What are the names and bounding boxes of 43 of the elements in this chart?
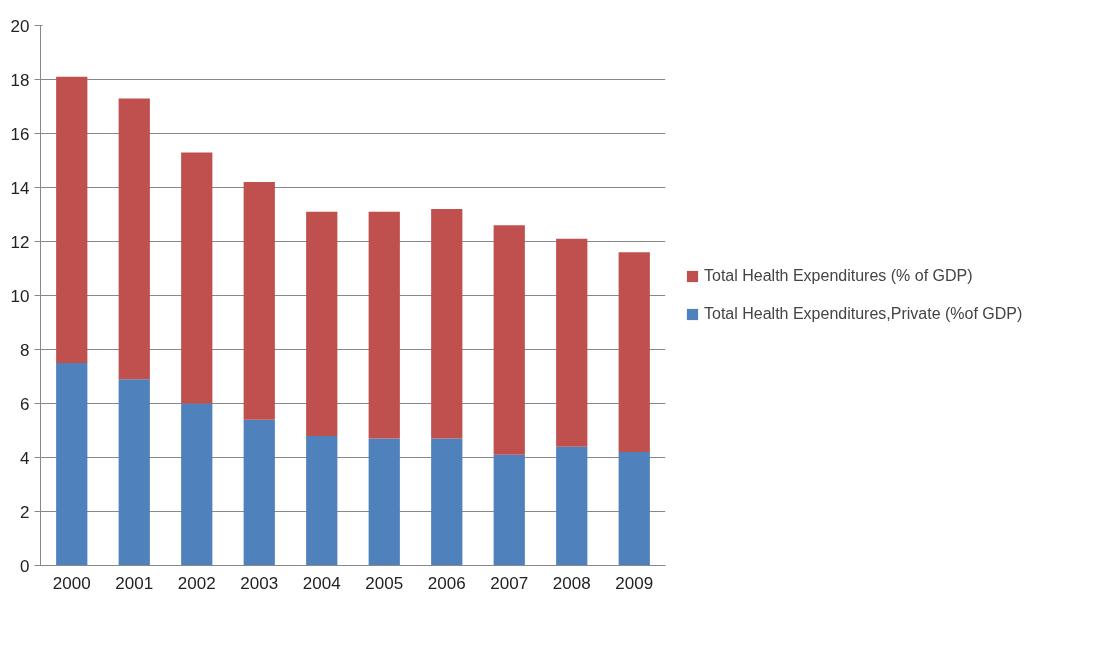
y-tick-label: 12 (10, 232, 30, 252)
bar (493, 454, 525, 566)
y-tick-label: 2 (20, 502, 30, 522)
bar (181, 403, 213, 566)
y-tick-label: 8 (20, 340, 30, 360)
y-tick-label: 14 (10, 178, 30, 198)
bar (118, 379, 150, 566)
x-tick-label: 2008 (552, 573, 591, 593)
bar (368, 211, 400, 439)
y-tick-label: 16 (10, 124, 30, 144)
bar (556, 238, 588, 447)
bar (431, 209, 463, 439)
legend-label: Total Health Expenditures,Private (%of GDP) (704, 305, 1023, 323)
y-tick-label: 20 (10, 16, 30, 36)
bar (56, 363, 88, 566)
y-tick-label: 4 (20, 448, 30, 468)
y-tick-label: 6 (20, 394, 30, 414)
bar (431, 438, 463, 566)
bar (368, 438, 400, 566)
bar (181, 152, 213, 404)
bar (118, 98, 150, 380)
y-tick-label: 0 (20, 556, 30, 576)
bar (493, 225, 525, 455)
x-tick-label: 2006 (427, 573, 466, 593)
x-tick-label: 2004 (302, 573, 341, 593)
x-tick-label: 2000 (52, 573, 91, 593)
bar (556, 446, 588, 566)
bar (618, 452, 650, 566)
x-tick-label: 2001 (115, 573, 154, 593)
bar (306, 435, 338, 566)
bar (243, 182, 275, 420)
bar (306, 211, 338, 436)
y-tick-label: 10 (10, 286, 30, 306)
x-tick-label: 2005 (365, 573, 404, 593)
x-tick-label: 2003 (240, 573, 279, 593)
x-tick-label: 2007 (490, 573, 529, 593)
bar (618, 252, 650, 453)
bar (56, 76, 88, 363)
legend-label: Total Health Expenditures (% of GDP) (704, 267, 973, 285)
x-tick-label: 2009 (615, 573, 654, 593)
bar (243, 419, 275, 566)
x-tick-label: 2002 (177, 573, 216, 593)
y-tick-label: 18 (10, 70, 30, 90)
